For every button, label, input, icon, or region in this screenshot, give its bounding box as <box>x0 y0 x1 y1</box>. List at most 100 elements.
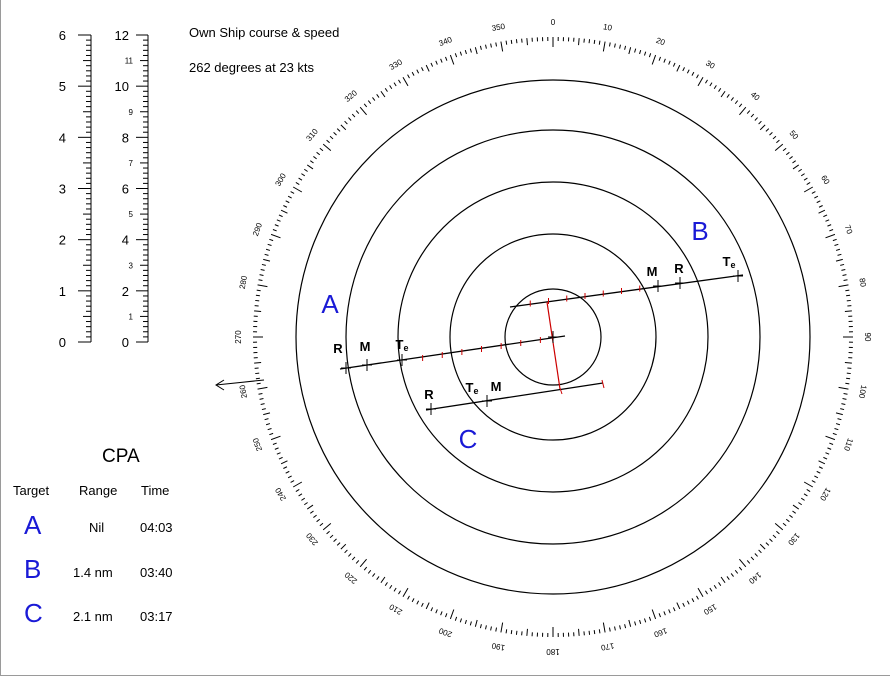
compass-tick <box>668 60 671 65</box>
compass-tick <box>295 489 300 492</box>
compass-tick <box>634 621 637 626</box>
bearing-label: 260 <box>238 384 249 399</box>
compass-tick <box>255 294 260 297</box>
compass-tick <box>430 62 434 67</box>
bearing-label: 10 <box>602 22 613 33</box>
compass-tick <box>384 582 388 586</box>
compass-tick <box>792 504 800 510</box>
compass-tick <box>485 44 487 49</box>
compass-tick <box>274 447 279 450</box>
compass-tick <box>454 53 458 58</box>
compass-tick <box>290 480 295 483</box>
compass-tick <box>803 481 814 488</box>
compass-tick <box>329 135 334 140</box>
compass-tick <box>363 103 368 108</box>
compass-tick <box>696 74 699 79</box>
compass-tick <box>393 82 397 87</box>
bearing-label: 290 <box>251 221 264 237</box>
right-scale-label: 2 <box>122 284 129 299</box>
compass-tick <box>495 42 498 47</box>
compass-tick <box>578 38 580 46</box>
compass-tick <box>322 523 332 531</box>
right-scale-minor-label: 1 <box>129 312 134 321</box>
compass-tick <box>526 628 528 636</box>
compass-tick <box>416 600 420 605</box>
compass-tick <box>304 502 308 506</box>
compass-tick <box>697 76 704 87</box>
compass-tick <box>792 160 796 164</box>
compass-tick <box>658 613 661 618</box>
compass-tick <box>825 233 836 239</box>
compass-tick <box>792 164 800 170</box>
compass-tick <box>376 94 380 98</box>
compass-tick <box>772 135 777 140</box>
right-scale-label: 8 <box>122 130 129 145</box>
compass-tick <box>759 124 766 131</box>
compass-tick <box>806 489 811 492</box>
compass-tick <box>283 466 288 469</box>
cpa-row-time: 03:40 <box>140 565 173 580</box>
compass-tick <box>798 168 802 172</box>
compass-tick <box>510 39 513 44</box>
compass-tick <box>845 289 850 292</box>
compass-tick <box>310 160 314 164</box>
range-ring <box>449 233 657 441</box>
compass-tick <box>789 156 793 160</box>
compass-tick <box>287 475 292 479</box>
compass-tick <box>614 626 616 631</box>
compass-tick <box>816 470 821 474</box>
compass-tick <box>256 382 261 385</box>
bearing-label: 30 <box>704 59 717 72</box>
compass-tick <box>445 56 448 61</box>
bearing-label: 170 <box>600 641 615 652</box>
compass-tick <box>619 625 621 630</box>
compass-tick <box>769 538 773 542</box>
cpa-line <box>546 301 561 390</box>
cpa-row-range: 1.4 nm <box>73 565 113 580</box>
compass-tick <box>485 625 487 630</box>
compass-tick <box>769 132 773 136</box>
bearing-label: 190 <box>491 641 506 652</box>
compass-tick <box>691 598 695 603</box>
compass-tick <box>264 253 269 256</box>
compass-tick <box>257 386 268 390</box>
compass-tick <box>843 392 848 395</box>
own-ship-label: Own Ship course & speed <box>189 25 340 40</box>
plot-letter-c: R <box>424 387 434 402</box>
compass-tick <box>474 619 478 627</box>
compass-tick <box>380 90 386 98</box>
bearing-label: 310 <box>304 126 320 142</box>
compass-tick <box>372 573 376 577</box>
compass-tick <box>329 534 334 539</box>
compass-tick <box>754 553 758 557</box>
compass-tick <box>326 139 330 144</box>
compass-tick <box>326 530 330 535</box>
compass-tick <box>255 377 260 380</box>
compass-tick <box>598 629 601 634</box>
compass-tick <box>257 284 268 288</box>
compass-tick <box>658 56 661 61</box>
compass-tick <box>835 412 843 416</box>
compass-tick <box>841 403 846 405</box>
relative-motion-line-a <box>339 335 566 370</box>
compass-tick <box>776 139 780 144</box>
compass-tick <box>668 609 671 614</box>
compass-tick <box>258 392 263 395</box>
compass-tick <box>336 542 341 546</box>
compass-tick <box>800 173 805 177</box>
compass-tick <box>750 113 755 118</box>
compass-tick <box>287 195 292 199</box>
compass-tick <box>602 622 606 633</box>
compass-tick <box>411 71 415 76</box>
right-scale-label: 10 <box>115 79 129 94</box>
compass-tick <box>316 518 321 523</box>
compass-tick <box>709 587 713 592</box>
compass-tick <box>705 79 708 84</box>
compass-tick <box>269 432 274 436</box>
plot-letter-c: Te <box>466 380 479 396</box>
compass-tick <box>398 590 401 595</box>
compass-tick <box>837 418 842 421</box>
compass-tick <box>256 289 261 292</box>
compass-tick <box>459 51 463 56</box>
